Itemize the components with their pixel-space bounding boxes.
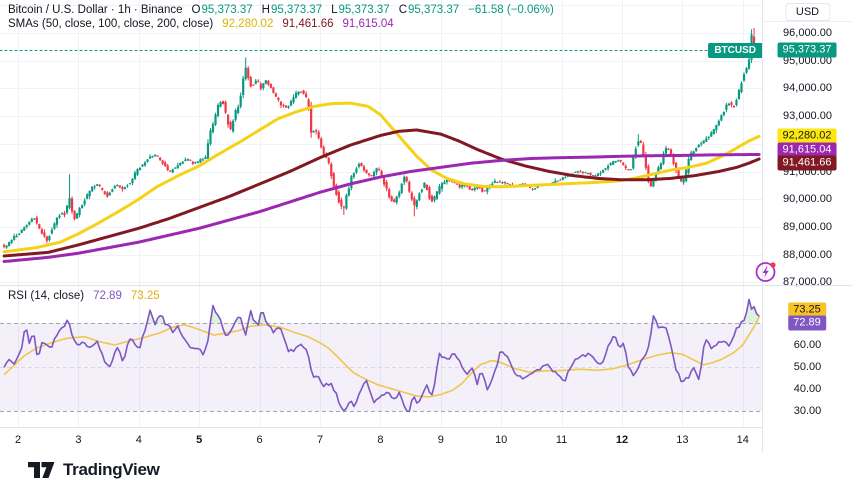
tradingview-logo[interactable]: TradingView	[28, 460, 160, 480]
last-price-axis-badge: 95,373.37	[777, 42, 837, 58]
rsi-legend: RSI (14, close) 72.89 73.25	[8, 289, 160, 303]
tradingview-mark-icon	[28, 461, 55, 478]
rsi-value: 72.89	[93, 290, 122, 302]
time-tick-label: 3	[75, 434, 82, 446]
notification-dot	[770, 262, 776, 268]
symbol-price-label: BTCUSD	[708, 42, 762, 58]
sma-legend: SMAs (50, close, 100, close, 200, close)…	[8, 17, 394, 31]
ohlc-high: H 95,373.37	[262, 3, 322, 17]
low-value: 95,373.37	[338, 4, 390, 16]
rsi-legend-title[interactable]: RSI (14, close)	[8, 290, 85, 302]
change-value: −61.58 (−0.06%)	[468, 4, 554, 16]
pane-separator[interactable]	[0, 285, 852, 286]
high-label: H	[261, 4, 270, 16]
rsi-ma-axis-badge: 73.25	[788, 302, 826, 318]
time-tick-label: 6	[256, 434, 263, 446]
sma200-axis-badge: 91,615.04	[777, 142, 837, 158]
rsi-tick-label: 60.00	[793, 339, 822, 351]
price-scale[interactable]: USD 96,000.00 95,000.00 94,000.00 93,000.00…	[762, 0, 852, 452]
flash-quick-action-button[interactable]	[754, 260, 778, 284]
close-label: C	[398, 4, 407, 16]
open-label: O	[191, 4, 201, 16]
symbol-description[interactable]: Bitcoin / U.S. Dollar · 1h · Binance	[8, 4, 183, 16]
time-tick-label: 5	[196, 434, 203, 446]
price-tick-label: 88,000.00	[783, 248, 832, 261]
low-label: L	[331, 4, 338, 16]
rsi-tick-label: 30.00	[793, 405, 822, 417]
time-tick-label: 9	[437, 434, 444, 446]
time-tick-label: 11	[555, 434, 568, 446]
ohlc-close: C 95,373.37	[399, 3, 459, 17]
logo-text: TradingView	[63, 460, 160, 479]
sma100-axis-badge: 91,461.66	[777, 155, 837, 171]
price-pane-canvas[interactable]	[0, 0, 762, 285]
sma50-value: 92,280.02	[222, 18, 274, 30]
time-tick-label: 14	[736, 434, 749, 446]
price-tick-label: 93,000.00	[783, 110, 832, 123]
sma-legend-title[interactable]: SMAs (50, close, 100, close, 200, close)	[8, 18, 214, 30]
rsi-pane-canvas[interactable]	[0, 285, 762, 427]
time-tick-label: 13	[676, 434, 689, 446]
axis-header-separator	[763, 21, 852, 22]
rsi-ma-value: 73.25	[130, 290, 160, 302]
time-tick-label: 12	[615, 434, 629, 446]
sma100-value: 91,461.66	[282, 18, 334, 30]
price-tick-label: 89,000.00	[783, 220, 832, 233]
rsi-tick-label: 40.00	[793, 383, 822, 395]
rsi-tick-label: 50.00	[793, 361, 822, 373]
price-tick-label: 94,000.00	[783, 82, 832, 95]
ohlc-low: L 95,373.37	[331, 3, 390, 17]
time-tick-label: 2	[14, 434, 22, 446]
time-scale[interactable]: 2 3 4 5 6 7 8 9 10 11 12 13 14	[0, 427, 852, 452]
ohlc-open: O 95,373.37	[192, 3, 253, 17]
time-tick-label: 7	[316, 434, 324, 446]
rsi-axis-badge: 72.89	[788, 315, 826, 331]
high-value: 95,373.37	[270, 4, 323, 16]
sma50-axis-badge: 92,280.02	[777, 128, 837, 144]
time-tick-label: 10	[495, 434, 508, 446]
sma200-value: 91,615.04	[342, 18, 394, 30]
price-tick-label: 90,000.00	[783, 193, 832, 206]
currency-toggle-button[interactable]: USD	[784, 3, 831, 21]
main-series-legend: Bitcoin / U.S. Dollar · 1h · Binance O 95…	[8, 3, 554, 17]
time-tick-label: 4	[135, 434, 142, 446]
close-value: 95,373.37	[408, 4, 460, 16]
price-tick-label: 96,000.00	[783, 27, 832, 39]
open-value: 95,373.37	[201, 4, 253, 16]
time-tick-label: 8	[377, 434, 384, 446]
lightning-icon	[755, 262, 776, 282]
